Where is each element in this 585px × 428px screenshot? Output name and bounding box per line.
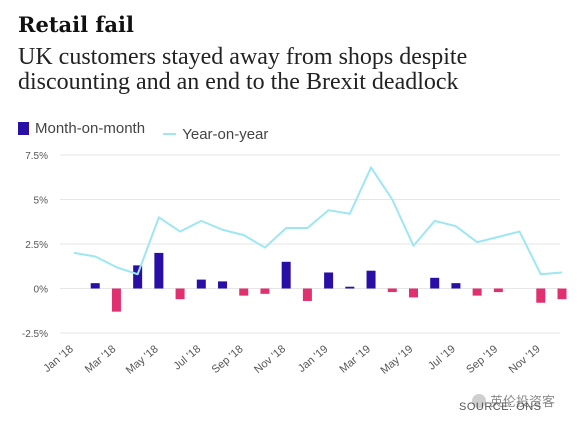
y-tick-label: -2.5% bbox=[22, 329, 48, 340]
source-note: SOURCE: ONS bbox=[459, 401, 542, 413]
x-tick-label: Nov '18 bbox=[252, 343, 288, 376]
x-tick-label: Jan '19 bbox=[296, 343, 331, 375]
line-year-on-year bbox=[73, 166, 563, 276]
y-tick-label: 2.5% bbox=[25, 240, 48, 251]
bar-month-on-month bbox=[430, 277, 440, 289]
bar-month-on-month bbox=[493, 288, 503, 293]
x-tick-label: May '19 bbox=[378, 343, 415, 377]
legend-label-year-on-year: Year-on-year bbox=[182, 125, 269, 143]
bar-month-on-month bbox=[218, 281, 228, 289]
bar-month-on-month bbox=[239, 288, 249, 296]
x-tick-label: Jul '19 bbox=[426, 343, 458, 372]
bar-month-on-month bbox=[196, 279, 206, 289]
bar-month-on-month bbox=[302, 288, 312, 301]
x-tick-label: Sep '18 bbox=[210, 343, 246, 376]
x-tick-label: Jan '18 bbox=[41, 343, 76, 375]
watermark: 英伦投资客 bbox=[472, 391, 555, 410]
bar-month-on-month bbox=[133, 265, 143, 289]
bar-month-on-month bbox=[111, 288, 121, 312]
legend-item-month-on-month: Month-on-month bbox=[18, 120, 145, 137]
bar-month-on-month bbox=[366, 270, 376, 289]
bar-month-on-month bbox=[387, 288, 397, 293]
legend: Month-on-month Year-on-year bbox=[18, 120, 282, 143]
bar-month-on-month bbox=[324, 272, 334, 289]
bar-month-on-month bbox=[472, 288, 482, 296]
legend-swatch-month-on-month bbox=[18, 122, 29, 135]
x-tick-label: Mar '18 bbox=[83, 343, 119, 376]
legend-item-year-on-year: Year-on-year bbox=[163, 126, 268, 143]
watermark-text: 英伦投资客 bbox=[490, 394, 556, 409]
legend-label-month-on-month: Month-on-month bbox=[35, 120, 146, 137]
chart-title: Retail fail bbox=[18, 12, 134, 37]
bar-month-on-month bbox=[408, 288, 418, 298]
bar-month-on-month bbox=[536, 288, 546, 303]
bar-month-on-month bbox=[175, 288, 185, 300]
chart-subtitle: UK customers stayed away from shops desp… bbox=[18, 44, 468, 95]
y-tick-label: 5% bbox=[34, 196, 49, 207]
x-tick-label: May '18 bbox=[124, 343, 161, 377]
bar-month-on-month bbox=[281, 261, 291, 289]
bar-month-on-month bbox=[557, 288, 567, 300]
x-tick-label: Jul '18 bbox=[171, 343, 203, 372]
x-tick-label: Nov '19 bbox=[507, 343, 543, 376]
x-tick-label: Sep '19 bbox=[464, 343, 500, 376]
y-tick-label: 0% bbox=[34, 285, 49, 296]
wechat-logo-icon bbox=[472, 393, 486, 408]
bar-month-on-month bbox=[154, 252, 164, 289]
y-tick-label: 7.5% bbox=[25, 151, 48, 162]
bar-month-on-month bbox=[90, 283, 100, 289]
bar-month-on-month bbox=[260, 288, 270, 294]
bar-month-on-month bbox=[345, 286, 355, 289]
bar-month-on-month bbox=[451, 283, 461, 289]
legend-swatch-year-on-year bbox=[163, 133, 177, 135]
x-tick-label: Mar '19 bbox=[337, 343, 373, 376]
